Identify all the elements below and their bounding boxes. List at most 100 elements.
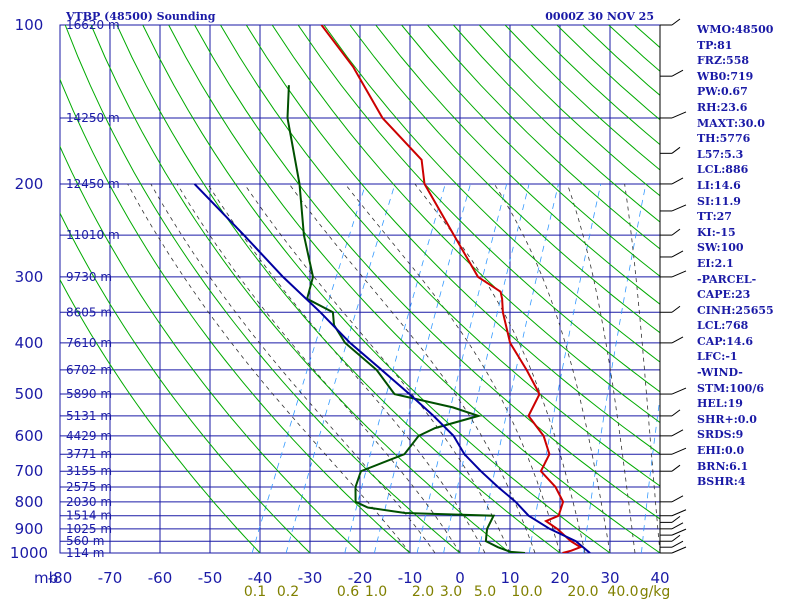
temperature-line bbox=[320, 25, 583, 553]
pressure-tick-label: 300 bbox=[15, 268, 44, 286]
mixing-ratio-line bbox=[251, 183, 367, 553]
wind-barb-feather bbox=[671, 534, 681, 542]
index-item: SI:11.9 bbox=[697, 194, 741, 208]
mixing-ratio-line bbox=[583, 183, 647, 553]
wind-barb-feather bbox=[671, 387, 687, 395]
wind-barb-feather bbox=[671, 18, 681, 26]
chart-title: VTBP (48500) Sounding bbox=[65, 10, 216, 23]
mixing-ratio-label: 10.0 bbox=[511, 584, 542, 600]
height-label: 6702 m bbox=[66, 363, 112, 377]
temperature-tick-label: -10 bbox=[398, 569, 423, 587]
index-item: L57:5.3 bbox=[697, 147, 744, 161]
wind-barb-feather bbox=[671, 464, 681, 472]
wind-barb-feather bbox=[671, 447, 687, 455]
dry-adiabat-line bbox=[634, 25, 660, 49]
dewpoint-line bbox=[286, 85, 526, 553]
index-item: CAP:14.6 bbox=[697, 334, 754, 348]
moist-adiabat-line bbox=[288, 183, 536, 553]
index-item: SW:100 bbox=[697, 241, 744, 255]
index-item: SRDS:9 bbox=[697, 428, 744, 442]
temperature-tick-label: -20 bbox=[348, 569, 373, 587]
index-item: HEL:19 bbox=[697, 397, 743, 411]
mixing-ratio-label: 2.0 bbox=[412, 584, 434, 600]
dry-adiabat-line bbox=[453, 25, 660, 223]
temperature-tick-label: 20 bbox=[550, 569, 569, 587]
mixing-ratio-label: g/kg bbox=[640, 584, 671, 600]
wind-barb-feather bbox=[671, 177, 684, 185]
wind-barb-feather bbox=[671, 495, 684, 503]
mixing-ratio-line bbox=[478, 183, 559, 553]
pressure-unit-label: mb bbox=[34, 569, 58, 587]
temperature-tick-label: 10 bbox=[500, 569, 519, 587]
indices-panel: WMO:48500 TP:81 FRZ:558 WB0:719 PW:0.67 RH:23… bbox=[697, 22, 797, 490]
dry-adiabat-line bbox=[64, 25, 461, 553]
dry-adiabat-line bbox=[608, 25, 660, 72]
pressure-tick-label: 700 bbox=[15, 462, 44, 480]
wind-barb-feather bbox=[671, 250, 684, 258]
height-labels: 16620 m 14250 m 12450 m 11010 m 9730 m 8605 m… bbox=[66, 18, 120, 560]
wind-barb-column bbox=[659, 18, 687, 554]
mixing-ratio-label: 0.6 bbox=[337, 584, 359, 600]
dry-adiabat-line bbox=[297, 25, 660, 393]
wind-barb-feather bbox=[671, 429, 684, 437]
mixing-ratio-label: 3.0 bbox=[440, 584, 462, 600]
wind-barb-feather bbox=[671, 69, 684, 77]
height-label: 11010 m bbox=[66, 228, 120, 242]
index-item: TH:5776 bbox=[697, 132, 751, 146]
index-item: LFC:-1 bbox=[697, 350, 738, 364]
pressure-tick-label: 1000 bbox=[10, 544, 48, 562]
wind-barb-feather bbox=[671, 515, 681, 523]
moist-adiabat-line bbox=[566, 183, 636, 553]
index-item: WB0:719 bbox=[697, 69, 754, 83]
height-label: 5131 m bbox=[66, 409, 112, 423]
dry-adiabat-line bbox=[60, 212, 311, 553]
height-label: 560 m bbox=[66, 534, 104, 548]
wind-barb-feather bbox=[671, 305, 681, 313]
dry-adiabat-line bbox=[271, 25, 660, 424]
moist-adiabat-line bbox=[414, 183, 586, 553]
index-item: BRN:6.1 bbox=[697, 459, 749, 473]
dry-adiabat-line bbox=[427, 25, 660, 250]
index-item: KI:-15 bbox=[697, 225, 736, 239]
mixing-ratio-line bbox=[374, 183, 471, 553]
dry-adiabat-line bbox=[530, 25, 660, 146]
dry-adiabat-line bbox=[168, 25, 660, 553]
index-item: MAXT:30.0 bbox=[697, 116, 765, 130]
dry-adiabat-line bbox=[142, 25, 611, 553]
temperature-tick-label: -40 bbox=[248, 569, 273, 587]
index-item: -WIND- bbox=[697, 366, 743, 380]
pressure-tick-label: 200 bbox=[15, 175, 44, 193]
dry-adiabat-line bbox=[60, 145, 361, 553]
height-label: 1514 m bbox=[66, 509, 112, 523]
dry-adiabat-line bbox=[323, 25, 660, 363]
temperature-tick-label: -70 bbox=[98, 569, 123, 587]
wind-barb-feather bbox=[671, 228, 681, 236]
height-label: 12450 m bbox=[66, 177, 120, 191]
height-label: 5890 m bbox=[66, 387, 112, 401]
dry-adiabat-line bbox=[90, 25, 511, 553]
dry-adiabat-line bbox=[660, 25, 697, 57]
index-item: SHR+:0.0 bbox=[697, 412, 757, 426]
mixing-ratio-line bbox=[528, 183, 602, 553]
mixing-ratio-label: 20.0 bbox=[567, 584, 598, 600]
index-item: FRZ:558 bbox=[697, 54, 750, 68]
dry-adiabat-line bbox=[504, 25, 660, 171]
height-label: 9730 m bbox=[66, 270, 112, 284]
index-item: CINH:25655 bbox=[697, 303, 774, 317]
mixing-ratio-label: 0.2 bbox=[277, 584, 299, 600]
wind-barb-feather bbox=[671, 540, 684, 548]
wind-barb-feather bbox=[671, 522, 684, 530]
index-item: BSHR:4 bbox=[697, 475, 746, 489]
wind-barb-feather bbox=[671, 336, 684, 344]
dry-adiabat-line bbox=[220, 25, 660, 487]
dry-adiabat-line bbox=[194, 25, 660, 520]
chart-time: 0000Z 30 NOV 25 bbox=[545, 10, 654, 23]
pressure-tick-label: 600 bbox=[15, 427, 44, 445]
height-label: 16620 m bbox=[66, 18, 120, 32]
mixing-ratio-lines bbox=[251, 183, 660, 553]
temperature-tick-label: -50 bbox=[198, 569, 223, 587]
index-item: TT:27 bbox=[697, 210, 732, 224]
index-item: PW:0.67 bbox=[697, 85, 748, 99]
mixing-ratio-line bbox=[443, 183, 530, 553]
